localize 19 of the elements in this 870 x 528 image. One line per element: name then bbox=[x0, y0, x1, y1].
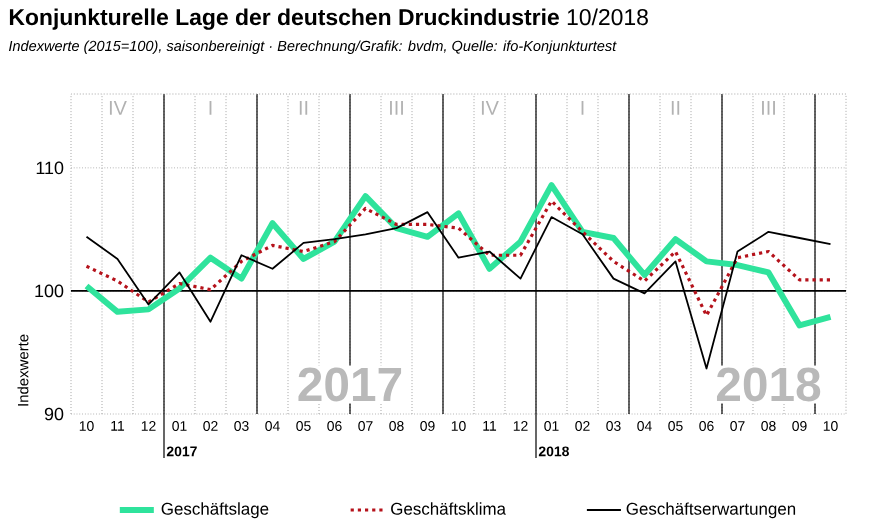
line-series bbox=[84, 199, 833, 318]
annotation: II bbox=[671, 101, 680, 115]
annotation: IV bbox=[481, 101, 499, 115]
chart-title: Konjunkturelle Lage der deutschen Druckindustrie 10/2018 bbox=[9, 8, 648, 30]
y-tick-label: 100 bbox=[35, 284, 64, 298]
annotation: II bbox=[299, 101, 308, 115]
line-series bbox=[83, 182, 834, 329]
annotation: I bbox=[209, 101, 212, 115]
annotation: III bbox=[762, 101, 775, 115]
legend-label: Geschäftserwartungen bbox=[626, 502, 796, 519]
y-tick-label: 90 bbox=[44, 407, 64, 421]
legend-label: Geschäftslage bbox=[161, 502, 269, 519]
annotation: 2017 bbox=[298, 367, 402, 402]
annotation: III bbox=[390, 101, 403, 115]
annotation: IV bbox=[109, 101, 127, 115]
y-tick-label: 110 bbox=[36, 161, 64, 175]
annotation: 2018 bbox=[716, 367, 821, 402]
legend-label: Geschäftsklima bbox=[391, 502, 506, 515]
annotation: I bbox=[581, 101, 584, 115]
